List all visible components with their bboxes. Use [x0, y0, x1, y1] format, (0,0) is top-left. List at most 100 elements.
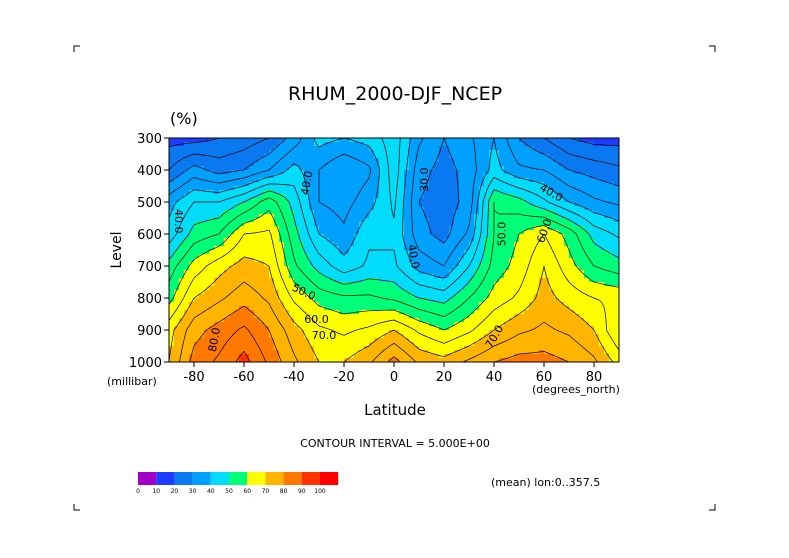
field-cell [379, 214, 385, 219]
field-cell [419, 254, 425, 259]
field-cell [359, 254, 365, 259]
field-cell [614, 302, 619, 307]
field-cell [544, 182, 550, 187]
field-cell [239, 214, 245, 219]
field-cell [444, 326, 450, 331]
field-cell [429, 198, 435, 203]
field-cell [554, 190, 560, 195]
field-cell [209, 334, 215, 339]
field-cell [174, 158, 180, 163]
field-cell [209, 166, 215, 171]
field-cell [189, 282, 195, 287]
field-cell [529, 278, 535, 283]
field-cell [454, 218, 460, 223]
field-cell [379, 198, 385, 203]
field-cell [529, 330, 535, 335]
field-cell [599, 250, 605, 255]
field-cell [584, 302, 590, 307]
field-cell [284, 258, 290, 263]
field-cell [459, 182, 465, 187]
field-cell [404, 346, 410, 351]
field-cell [364, 142, 370, 147]
field-cell [494, 222, 500, 227]
field-cell [509, 226, 515, 231]
field-cell [199, 226, 205, 231]
field-cell [459, 258, 465, 263]
field-cell [444, 258, 450, 263]
field-cell [444, 214, 450, 219]
field-cell [354, 182, 360, 187]
field-cell [554, 282, 560, 287]
field-cell [319, 222, 325, 227]
field-cell [564, 286, 570, 291]
field-cell [409, 222, 415, 227]
field-cell [559, 342, 565, 347]
field-cell [369, 282, 375, 287]
field-cell [269, 246, 275, 251]
field-cell [384, 294, 390, 299]
field-cell [409, 318, 415, 323]
field-cell [369, 174, 375, 179]
field-cell [304, 222, 310, 227]
field-cell [564, 146, 570, 151]
field-cell [594, 166, 600, 171]
field-cell [214, 174, 220, 179]
field-cell [519, 234, 525, 239]
field-cell [214, 282, 220, 287]
field-cell [579, 306, 585, 311]
field-cell [209, 302, 215, 307]
field-cell [249, 158, 255, 163]
field-cell [534, 286, 540, 291]
field-cell [459, 194, 465, 199]
field-cell [604, 314, 610, 319]
field-cell [209, 182, 215, 187]
field-cell [359, 214, 365, 219]
field-cell [249, 138, 255, 143]
field-cell [274, 326, 280, 331]
field-cell [284, 318, 290, 323]
field-cell [534, 182, 540, 187]
field-cell [214, 138, 220, 143]
field-cell [409, 226, 415, 231]
field-cell [304, 206, 310, 211]
field-cell [369, 306, 375, 311]
field-cell [419, 306, 425, 311]
field-cell [234, 178, 240, 183]
field-cell [504, 154, 510, 159]
field-cell [379, 178, 385, 183]
field-cell [579, 190, 585, 195]
field-cell [199, 186, 205, 191]
field-cell [299, 330, 305, 335]
field-cell [579, 318, 585, 323]
field-cell [274, 314, 280, 319]
field-cell [334, 214, 340, 219]
field-cell [184, 302, 190, 307]
field-cell [604, 278, 610, 283]
field-cell [464, 174, 470, 179]
field-cell [259, 150, 265, 155]
field-cell [459, 338, 465, 343]
field-cell [614, 142, 619, 147]
field-cell [609, 274, 615, 279]
field-cell [364, 282, 370, 287]
field-cell [569, 354, 575, 359]
field-cell [359, 194, 365, 199]
field-cell [189, 186, 195, 191]
field-cell [264, 294, 270, 299]
field-cell [469, 250, 475, 255]
field-cell [319, 142, 325, 147]
field-cell [379, 142, 385, 147]
field-cell [519, 250, 525, 255]
field-cell [299, 186, 305, 191]
field-cell [454, 194, 460, 199]
field-cell [539, 154, 545, 159]
field-cell [339, 338, 345, 343]
field-cell [324, 330, 330, 335]
field-cell [574, 330, 580, 335]
field-cell [609, 154, 615, 159]
field-cell [244, 206, 250, 211]
field-cell [189, 318, 195, 323]
field-cell [179, 226, 185, 231]
field-cell [494, 182, 500, 187]
field-cell [584, 250, 590, 255]
